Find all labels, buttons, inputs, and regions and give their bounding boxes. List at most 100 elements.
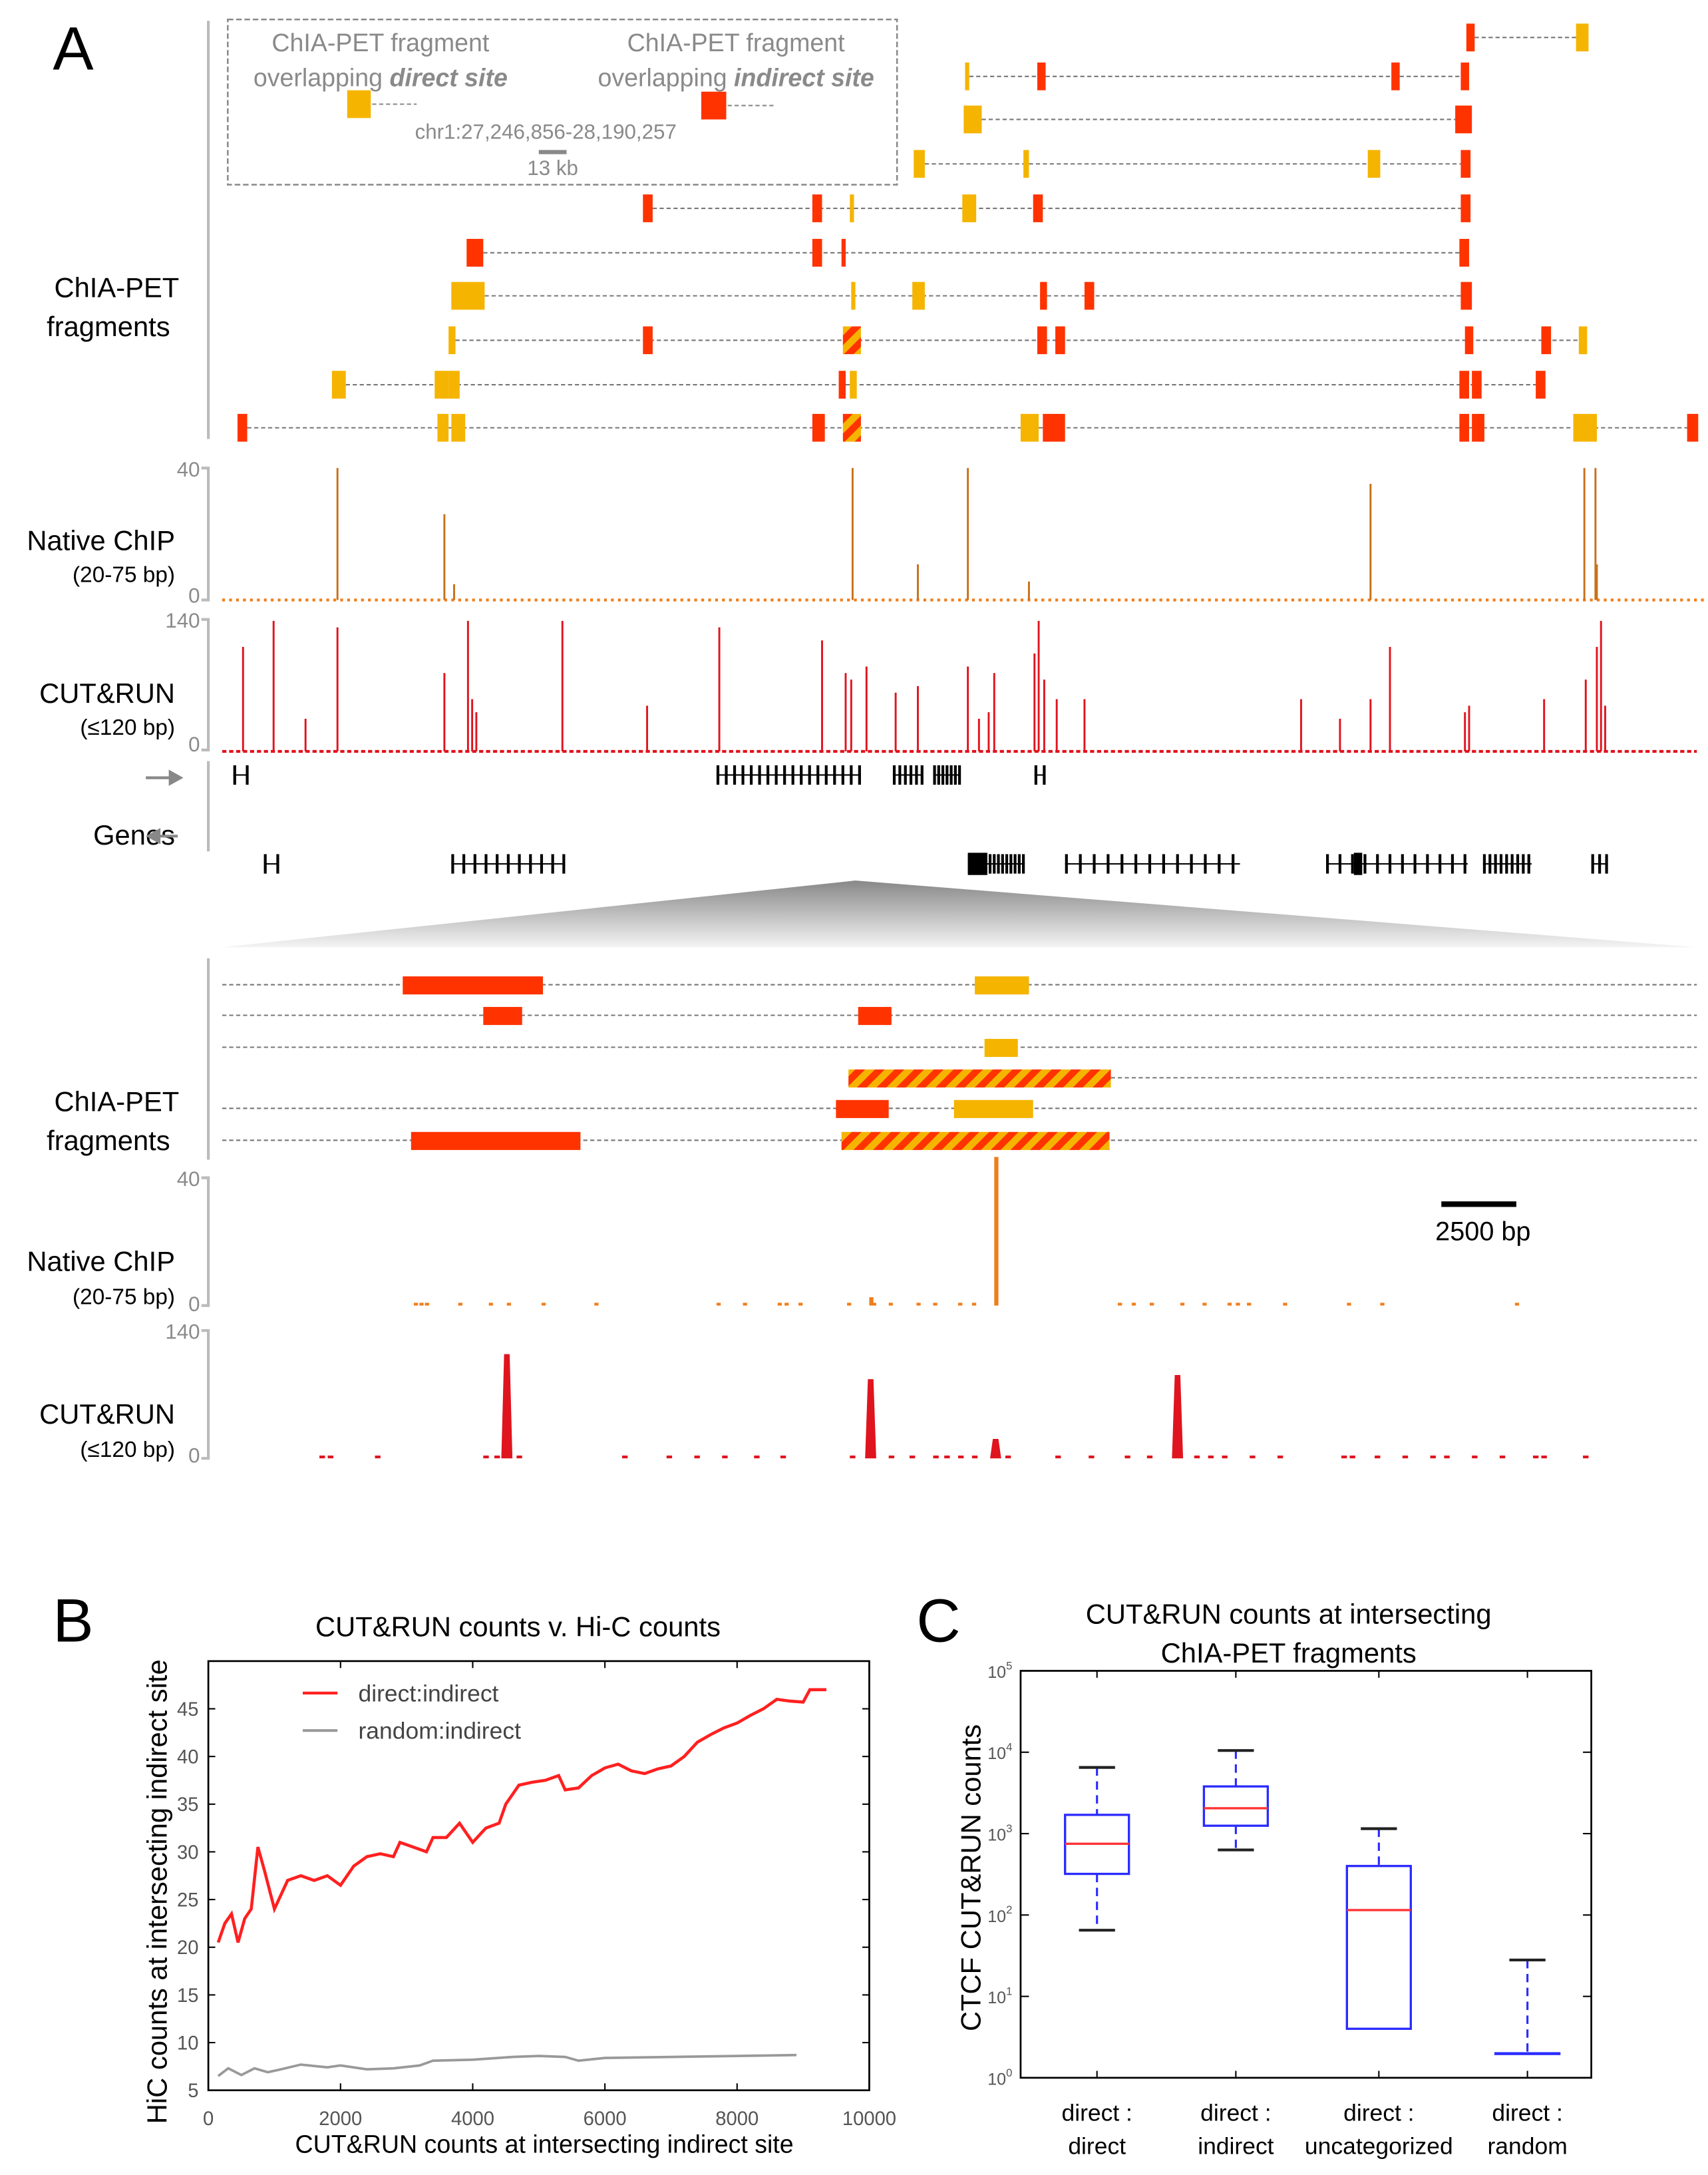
cutrun-read	[319, 1456, 325, 1459]
native-read	[1149, 1302, 1154, 1306]
chart-c-title-2: ChIA-PET fragments	[1161, 1637, 1417, 1669]
zoom-cutrun-min: 0	[188, 1444, 200, 1467]
gene-exon	[988, 854, 992, 874]
indirect-fragment	[1472, 413, 1484, 442]
gene-exon	[997, 854, 1000, 874]
cutrun-read	[971, 1456, 978, 1459]
direct-fragment	[437, 413, 449, 442]
indirect-fragment	[1460, 194, 1471, 222]
scale-bar	[538, 150, 567, 154]
native-read	[933, 1302, 938, 1306]
gene-exon	[1204, 854, 1207, 874]
indirect-fragment	[1687, 413, 1699, 442]
category-label: direct	[1068, 2133, 1126, 2160]
native-sub: (20-75 bp)	[73, 562, 175, 587]
indirect-fragment	[237, 413, 248, 442]
gene-exon	[725, 765, 728, 785]
native-read	[413, 1302, 419, 1306]
native-read	[716, 1302, 721, 1306]
zoom-native-max: 40	[177, 1167, 200, 1191]
genes-track	[233, 765, 1608, 875]
y-tick-label: 104	[987, 1741, 1012, 1764]
cutrun-read	[722, 1456, 728, 1459]
y-tick-label: 100	[987, 2067, 1012, 2089]
cutrun-read	[850, 1456, 856, 1459]
gene-exon	[1034, 765, 1037, 785]
cutrun-read	[1208, 1456, 1214, 1459]
y-tick-label: 20	[177, 1937, 198, 1959]
cutrun-max: 140	[165, 609, 200, 632]
legend-box: ChIA-PET fragment overlapping direct sit…	[227, 18, 898, 186]
native-read	[1236, 1302, 1240, 1306]
zoom-cut-and-run-track	[319, 1354, 1589, 1459]
cutrun-peak	[501, 1354, 513, 1459]
series-random-indirect	[217, 2053, 797, 2077]
direct-fragment	[1578, 326, 1588, 355]
direct-fragment	[1576, 23, 1589, 52]
indirect-fragment	[1460, 282, 1472, 310]
cutrun-read	[1194, 1456, 1200, 1459]
direct-fragment	[451, 282, 485, 310]
gene-exon	[800, 765, 803, 785]
gene-exon	[233, 765, 236, 785]
gene-exon	[1353, 853, 1363, 875]
gene-exon	[1107, 854, 1110, 874]
chart-c-ylabel: CTCF CUT&RUN counts	[955, 1724, 986, 2031]
native-read	[784, 1302, 789, 1306]
gene-exon	[1605, 854, 1608, 874]
legend-direct-line2: overlapping direct site	[254, 63, 508, 91]
direct-fragment	[331, 371, 346, 399]
gene-exon	[1232, 854, 1235, 874]
direct-fragment	[448, 371, 460, 399]
direct-fragment	[850, 371, 857, 399]
gene-exon	[263, 854, 267, 874]
chart-c-title-1: CUT&RUN counts at intersecting	[1086, 1599, 1492, 1630]
direct-fragment	[984, 1038, 1018, 1058]
indirect-fragment	[1040, 282, 1047, 310]
native-read	[971, 1302, 977, 1306]
chiapet-label: ChIA-PET	[54, 272, 179, 303]
indirect-fragment	[1043, 413, 1065, 442]
gene-exon	[1134, 854, 1138, 874]
legend-direct-swatch	[347, 90, 371, 118]
gene-exon	[276, 854, 279, 874]
panel-b-letter: B	[53, 1587, 93, 1655]
category-label: direct :	[1343, 2100, 1414, 2126]
gene-exon	[1482, 854, 1486, 874]
indirect-fragment	[643, 326, 653, 355]
native-read	[798, 1302, 803, 1306]
direct-fragment	[850, 194, 854, 222]
gene-exon	[967, 853, 987, 875]
gene-exon	[733, 765, 737, 785]
indirect-fragment	[1055, 326, 1065, 355]
zoom-scale-bar	[1441, 1201, 1516, 1207]
chart-b-ylabel: HiC counts at intersecting indirect site	[142, 1659, 173, 2124]
gene-exon	[1190, 854, 1193, 874]
native-read	[1118, 1302, 1122, 1306]
cutrun-read	[483, 1456, 489, 1459]
y-tick-label: 5	[188, 2080, 198, 2102]
native-read	[458, 1302, 463, 1306]
direct-fragment	[1573, 413, 1590, 442]
category-label: random	[1487, 2133, 1567, 2160]
gene-exon	[949, 765, 953, 785]
zoom-track-labels: ChIA-PET fragments Native ChIP (20-75 bp…	[27, 1086, 1530, 1467]
box	[1202, 1785, 1270, 1827]
cutrun-read	[1472, 1456, 1478, 1459]
legend-direct-line1: ChIA-PET fragment	[271, 29, 489, 57]
native-read	[777, 1302, 782, 1306]
cutrun-peak	[1172, 1374, 1184, 1459]
chiapet-fragments-track	[237, 23, 1699, 442]
y-tick-label: 35	[177, 1794, 198, 1816]
y-tick-label: 102	[987, 1903, 1012, 1926]
native-read	[847, 1302, 852, 1306]
cutrun-read	[494, 1456, 500, 1459]
direct-fragment	[851, 282, 856, 310]
cutrun-read	[327, 1456, 333, 1459]
gene-exon	[953, 765, 957, 785]
native-read	[488, 1302, 493, 1306]
gene-exon	[783, 765, 786, 785]
cutrun-read	[1089, 1456, 1095, 1459]
gene-exon	[496, 854, 499, 874]
category-label: direct :	[1200, 2100, 1271, 2126]
